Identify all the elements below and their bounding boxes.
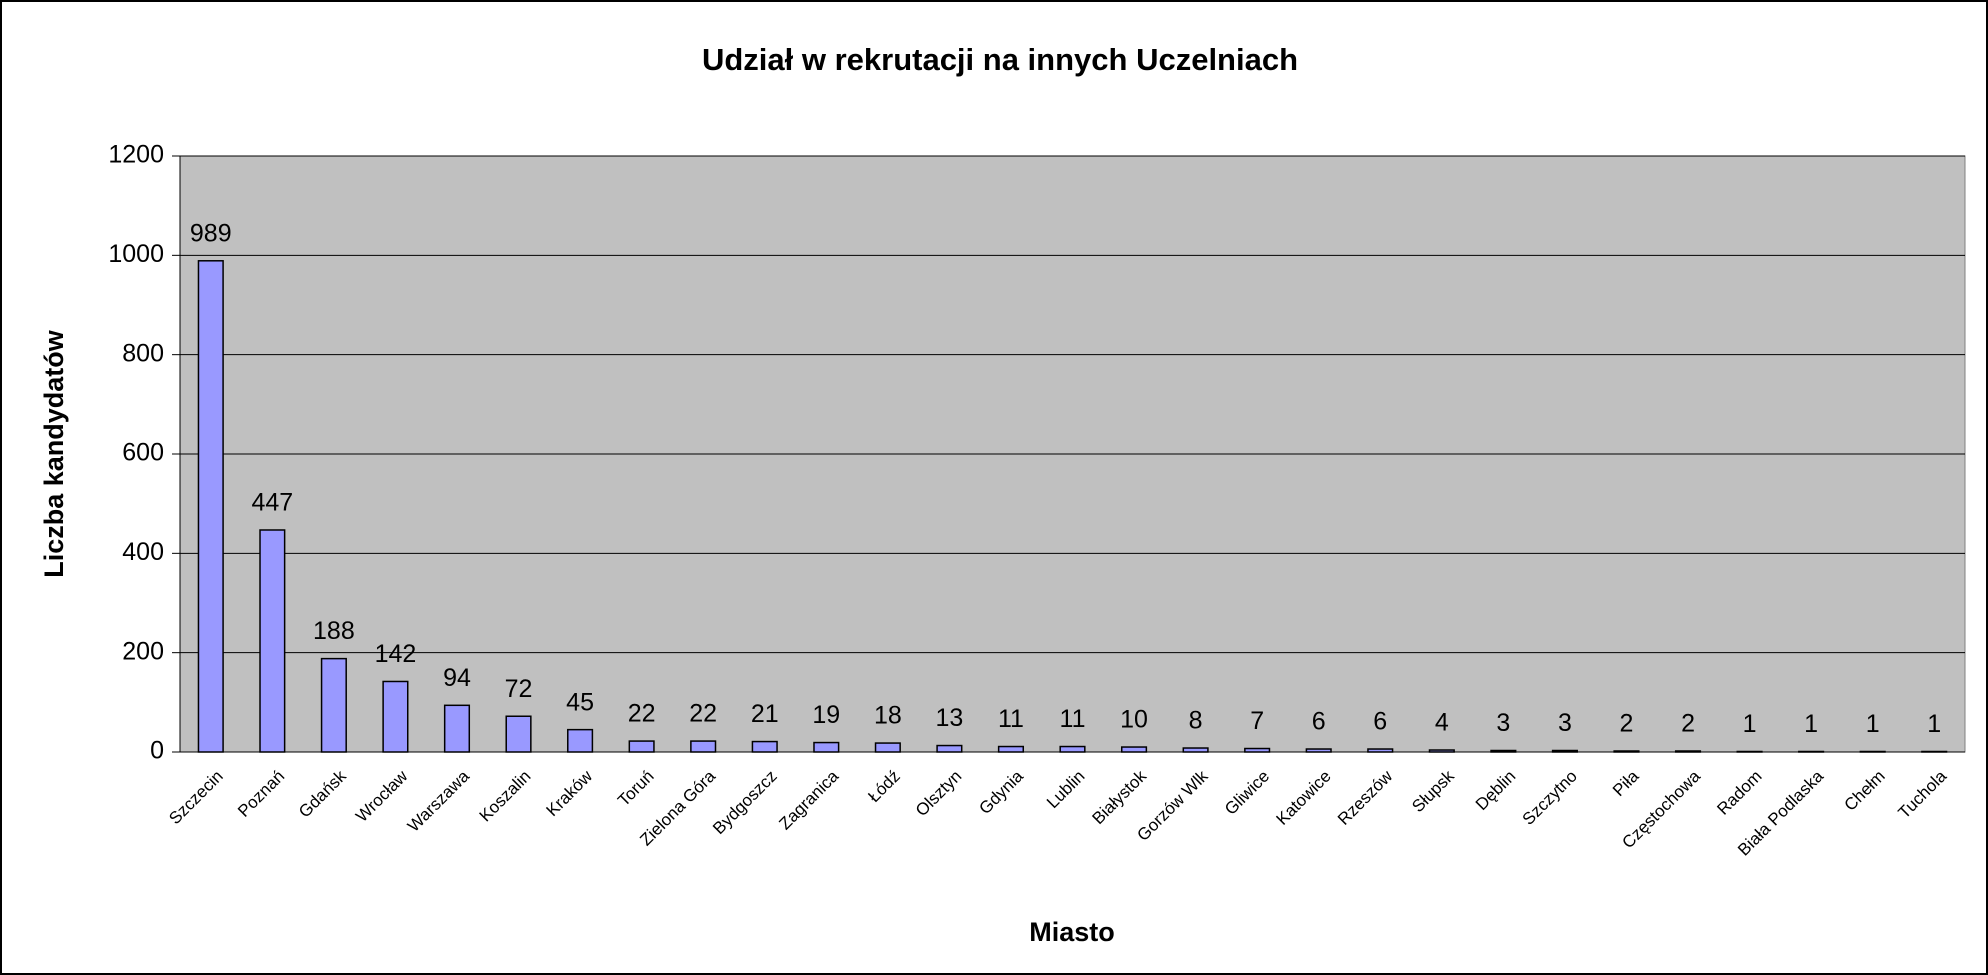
value-label: 94 <box>443 664 471 692</box>
bar <box>997 745 1025 753</box>
value-label: 7 <box>1250 707 1264 735</box>
bar <box>1490 749 1517 753</box>
y-tick-label: 1200 <box>108 141 164 169</box>
bar <box>505 715 532 753</box>
bar <box>813 741 840 753</box>
chart-title: Udział w rekrutacji na innych Uczelniach <box>702 42 1298 77</box>
value-label: 45 <box>566 688 594 716</box>
y-tick-label: 0 <box>150 737 164 765</box>
value-label: 6 <box>1312 708 1326 736</box>
value-label: 1 <box>1804 710 1818 738</box>
value-label: 1 <box>1866 710 1880 738</box>
value-label: 72 <box>505 675 533 703</box>
bar <box>320 657 347 753</box>
value-label: 188 <box>313 617 355 645</box>
bar <box>936 744 963 753</box>
y-tick-label: 600 <box>122 439 164 467</box>
bar <box>751 740 778 753</box>
value-label: 22 <box>628 700 656 728</box>
value-label: 19 <box>812 701 840 729</box>
bar <box>1059 745 1086 753</box>
bar <box>874 742 901 753</box>
value-label: 989 <box>190 219 232 247</box>
value-label: 1 <box>1743 710 1757 738</box>
value-label: 21 <box>751 700 779 728</box>
bar <box>259 529 286 753</box>
bar <box>1613 750 1640 753</box>
x-axis-title: Miasto <box>1029 917 1115 947</box>
value-label: 13 <box>935 704 963 732</box>
value-label: 22 <box>689 700 717 728</box>
y-axis-title: Liczba kandydatów <box>39 329 69 578</box>
bar <box>1120 746 1148 753</box>
y-tick-label: 800 <box>122 339 164 367</box>
value-label: 447 <box>251 489 293 517</box>
value-label: 10 <box>1120 706 1148 734</box>
y-tick-label: 200 <box>122 637 164 665</box>
value-label: 6 <box>1373 708 1387 736</box>
value-label: 142 <box>375 640 417 668</box>
value-label: 8 <box>1189 707 1203 735</box>
value-label: 4 <box>1435 709 1449 737</box>
value-label: 1 <box>1927 710 1941 738</box>
bar <box>1244 747 1271 753</box>
y-tick-label: 1000 <box>108 240 164 268</box>
bar <box>197 260 224 753</box>
value-label: 11 <box>998 705 1024 733</box>
y-tick-label: 400 <box>122 538 164 566</box>
value-label: 2 <box>1681 710 1695 738</box>
value-label: 3 <box>1496 709 1510 737</box>
value-label: 2 <box>1620 710 1634 738</box>
bar <box>1367 748 1394 753</box>
bar <box>1305 748 1332 753</box>
bar <box>1182 747 1209 753</box>
bar <box>1674 750 1702 753</box>
bar <box>1428 749 1455 753</box>
bar <box>567 728 594 753</box>
bar <box>690 740 717 753</box>
value-label: 3 <box>1558 709 1572 737</box>
bar <box>628 740 655 753</box>
bar <box>1551 749 1578 753</box>
value-label: 11 <box>1060 705 1086 733</box>
bar <box>443 704 471 753</box>
bar <box>382 680 409 753</box>
value-label: 18 <box>874 702 902 730</box>
